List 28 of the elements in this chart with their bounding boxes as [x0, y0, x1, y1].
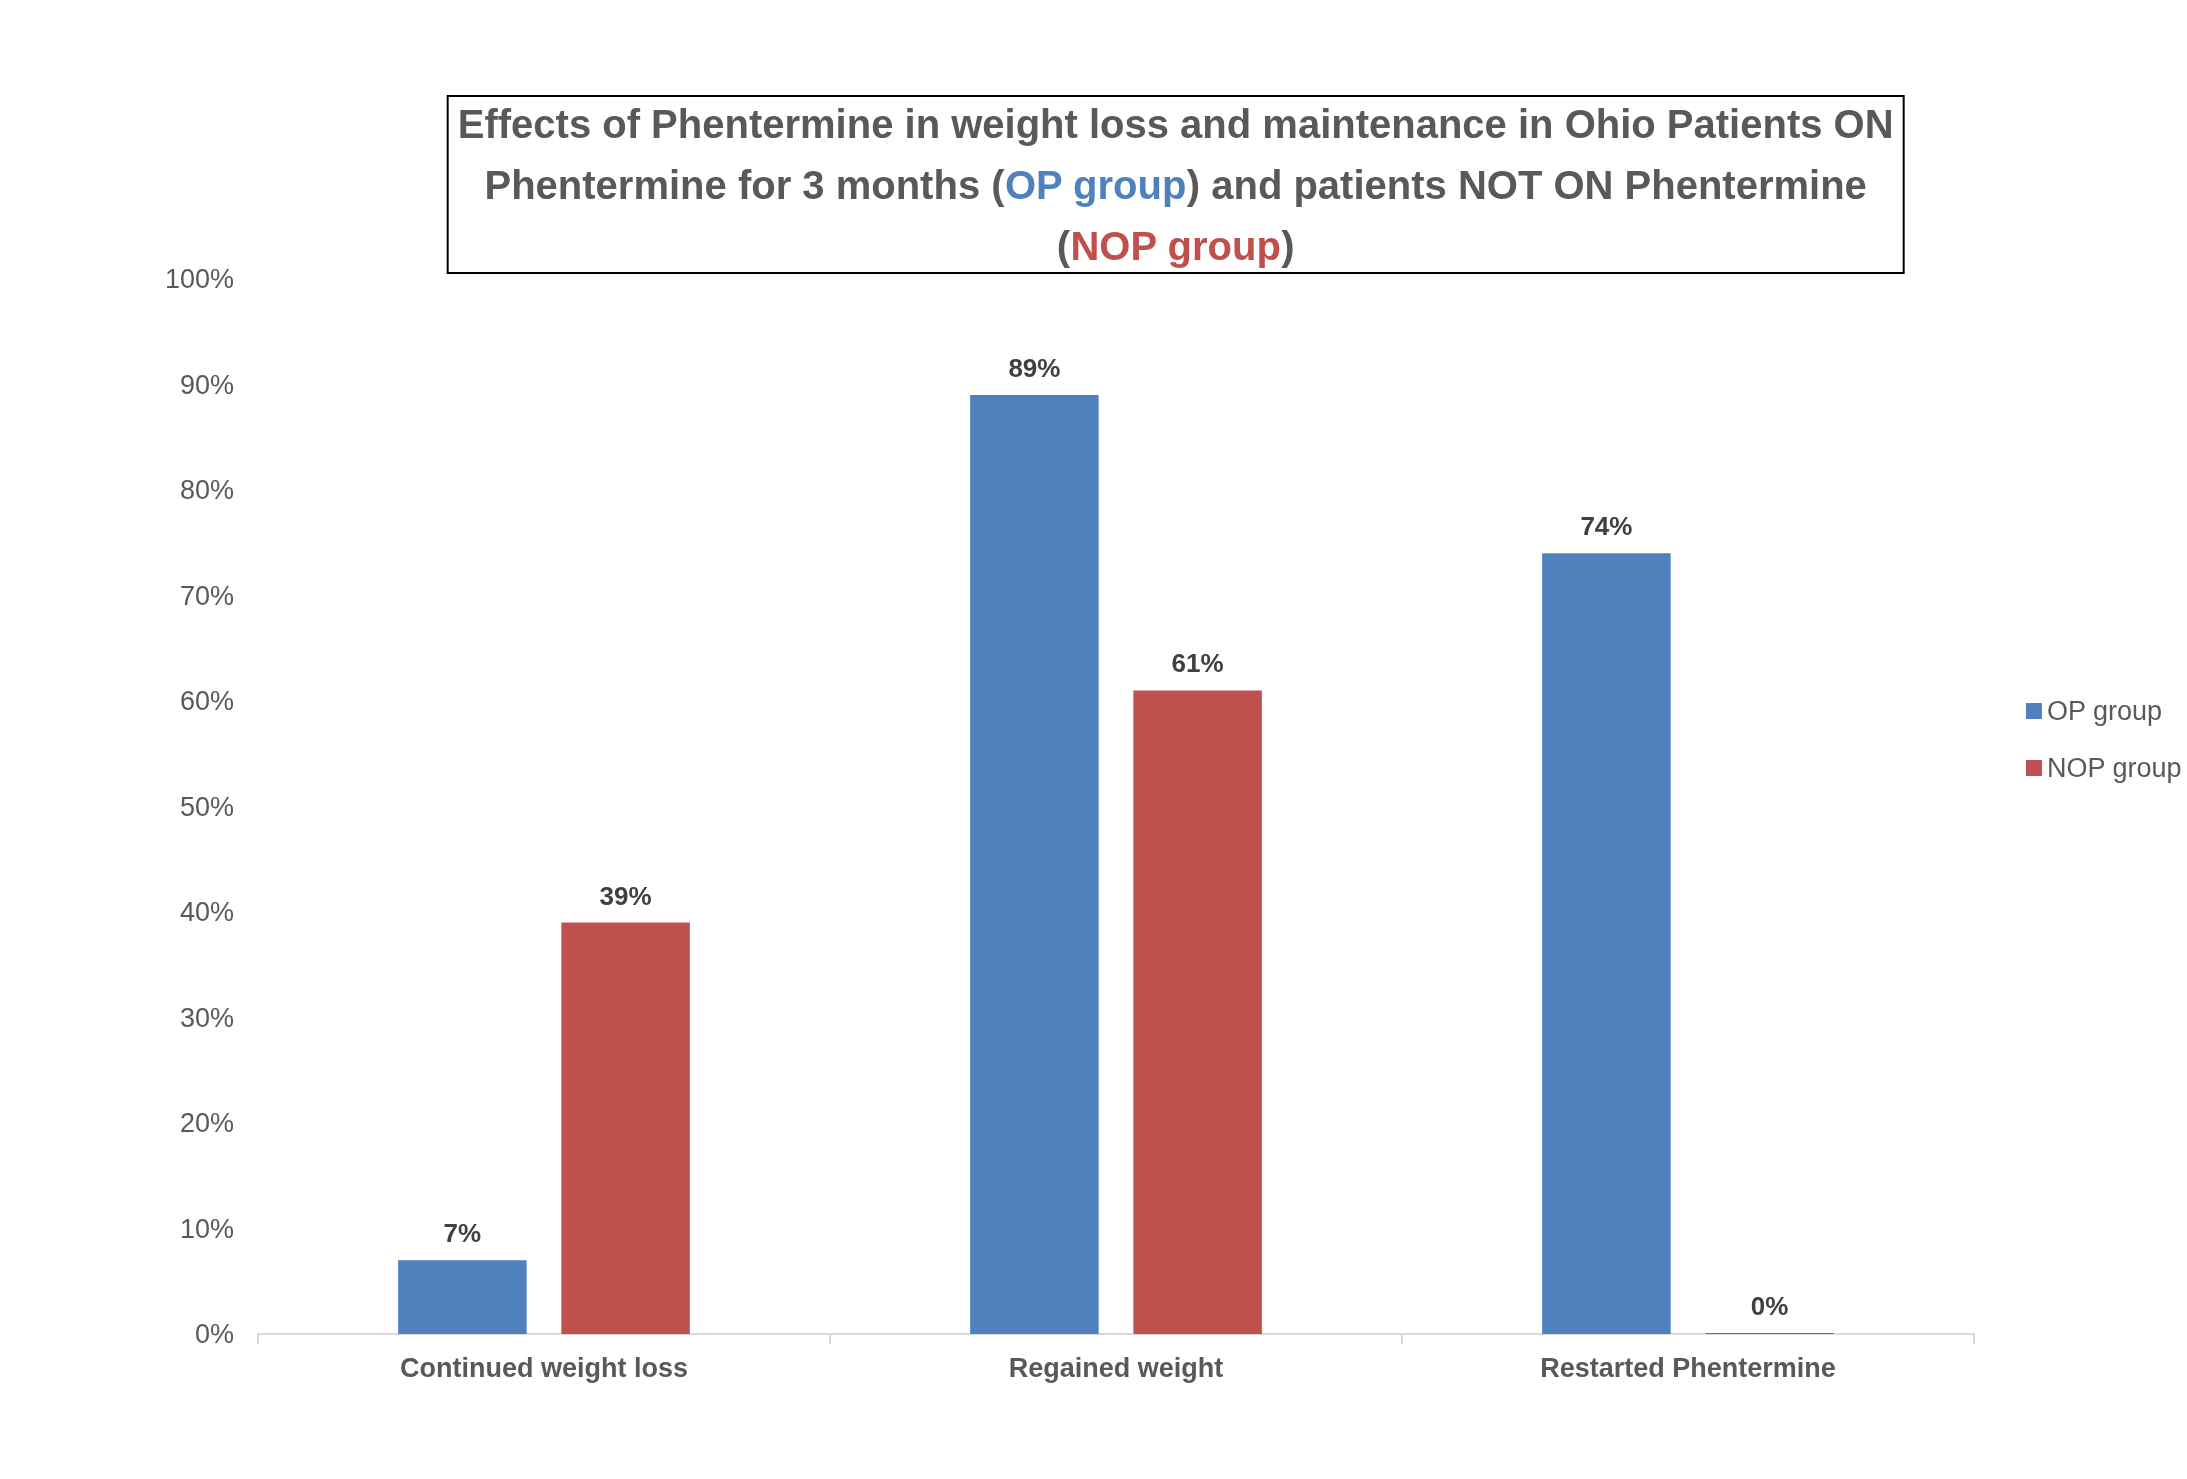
data-label: 0% — [1750, 1291, 1789, 1321]
y-tick-label: 20% — [179, 1108, 234, 1138]
bar — [561, 922, 690, 1334]
bar — [398, 1260, 527, 1334]
y-tick-label: 100% — [164, 264, 234, 294]
y-tick-label: 90% — [179, 369, 234, 400]
legend-label: OP group — [2046, 696, 2163, 726]
bar — [970, 395, 1099, 1334]
legend-label: NOP group — [2046, 753, 2182, 783]
y-tick-label: 40% — [179, 897, 234, 927]
data-label: 61% — [1171, 648, 1224, 679]
y-tick-label: 80% — [179, 475, 234, 505]
bar — [1542, 553, 1671, 1334]
data-label: 74% — [1580, 511, 1633, 542]
y-tick-label: 70% — [179, 580, 234, 611]
y-tick-label: 30% — [179, 1002, 234, 1033]
y-tick-label: 60% — [179, 686, 234, 716]
x-tick-label: Restarted Phentermine — [1540, 1352, 1836, 1383]
bar — [1133, 690, 1262, 1334]
x-tick-label: Regained weight — [1008, 1352, 1224, 1383]
y-tick-label: 50% — [179, 791, 234, 822]
x-tick-label: Continued weight loss — [400, 1352, 688, 1383]
data-label: 89% — [1008, 353, 1061, 384]
y-tick-label: 0% — [194, 1319, 234, 1349]
data-label: 7% — [443, 1218, 482, 1249]
y-tick-label: 10% — [179, 1213, 234, 1244]
data-label: 39% — [599, 880, 652, 911]
chart-title: Effects of Phentermine in weight loss and maintenance in Ohio Patients ON Phentermine for 3 months (OP group) and patients NOT ON Phentermine (NOP group) — [457, 101, 1894, 268]
